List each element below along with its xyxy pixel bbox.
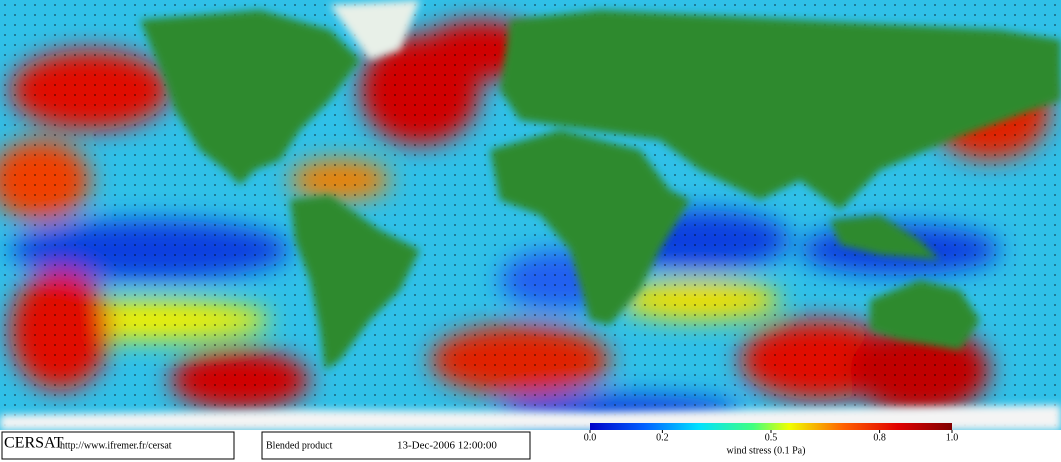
brand-name: CERSAT xyxy=(4,435,64,452)
brand-url: http://www.ifremer.fr/cersat xyxy=(60,440,172,451)
colorbar-tick-label: 0.5 xyxy=(765,432,778,443)
colorbar-tick-label: 1.0 xyxy=(946,432,959,443)
colorbar-tick-label: 0.0 xyxy=(584,432,597,443)
product-label: Blended product xyxy=(266,440,333,451)
branding-box xyxy=(1,431,235,460)
colorbar-tick-label: 0.2 xyxy=(656,432,669,443)
colorbar-title: wind stress (0.1 Pa) xyxy=(727,445,806,456)
colorbar xyxy=(590,423,952,430)
product-box xyxy=(261,431,531,460)
timestamp: 13-Dec-2006 12:00:00 xyxy=(397,440,497,452)
colorbar-tick-label: 0.8 xyxy=(873,432,886,443)
